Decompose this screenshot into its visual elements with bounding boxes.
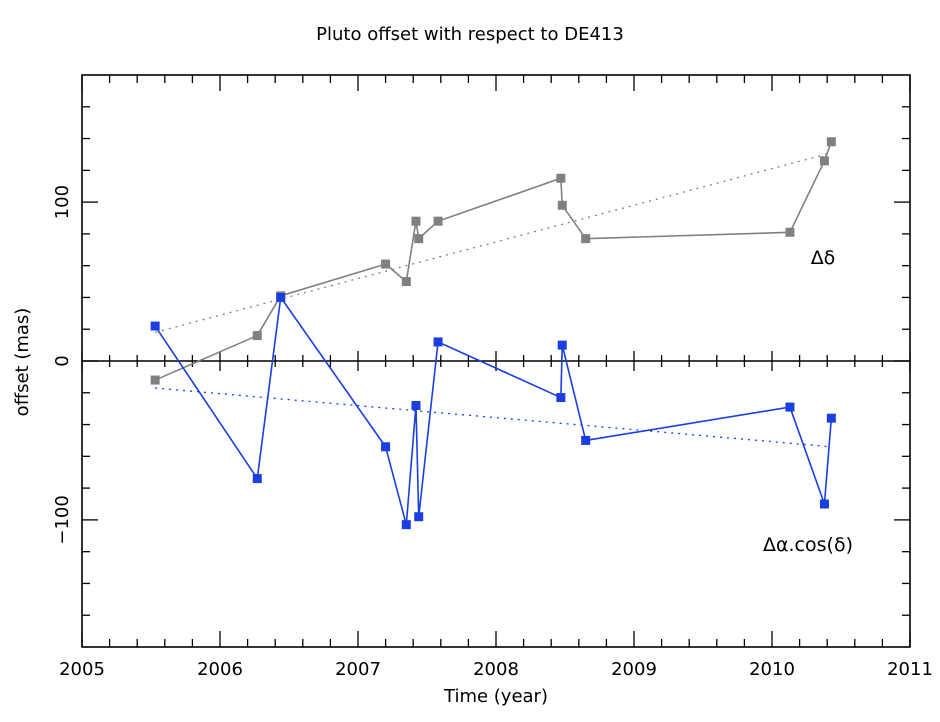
y-tick-label: 100 (52, 185, 73, 219)
series-line (154, 141, 833, 381)
x-tick-label: 2006 (197, 659, 243, 680)
series-2: Δα.cos(δ) (150, 292, 853, 556)
data-point (276, 292, 286, 302)
data-point (381, 259, 391, 269)
data-point (785, 402, 795, 412)
y-tick-label: −100 (52, 495, 73, 544)
series-label: Δδ (811, 247, 836, 269)
data-point (401, 520, 411, 530)
tick-labels: 2005 2006 2007 2008 2009 2010 2011 −100 0 100 (52, 185, 933, 680)
data-point (401, 277, 411, 287)
data-point (826, 413, 836, 423)
data-point (785, 227, 795, 237)
x-tick-label: 2008 (473, 659, 519, 680)
data-point (252, 474, 262, 484)
x-axis-title: Time (year) (443, 686, 548, 707)
x-tick-label: 2009 (611, 659, 657, 680)
data-point (411, 216, 421, 226)
x-tick-label: 2005 (59, 659, 105, 680)
data-point (557, 340, 567, 350)
trend-line (154, 152, 832, 334)
data-point (433, 216, 443, 226)
x-tick-label: 2007 (335, 659, 381, 680)
data-point (381, 442, 391, 452)
series-label: Δα.cos(δ) (763, 534, 853, 556)
data-point (414, 234, 424, 244)
series-1: Δδ (150, 137, 836, 385)
y-tick-label: 0 (52, 355, 73, 366)
data-point (557, 200, 567, 210)
data-point (819, 499, 829, 509)
data-point (433, 337, 443, 347)
x-tick-label: 2010 (749, 659, 795, 680)
x-tick-label: 2011 (887, 659, 933, 680)
data-point (581, 435, 591, 445)
axis-ticks (81, 75, 911, 647)
data-point (556, 393, 566, 403)
data-point (819, 156, 829, 166)
data-point (556, 173, 566, 183)
data-point (150, 375, 160, 385)
data-point (252, 331, 262, 341)
data-point (581, 234, 591, 244)
data-point (411, 400, 421, 410)
data-point (150, 321, 160, 331)
chart-title: Pluto offset with respect to DE413 (316, 24, 624, 45)
data-point (414, 512, 424, 522)
series-layer: Δδ Δα.cos(δ) (150, 137, 853, 556)
series-line (154, 295, 833, 525)
data-point (826, 137, 836, 147)
y-axis-title: offset (mas) (12, 308, 33, 417)
